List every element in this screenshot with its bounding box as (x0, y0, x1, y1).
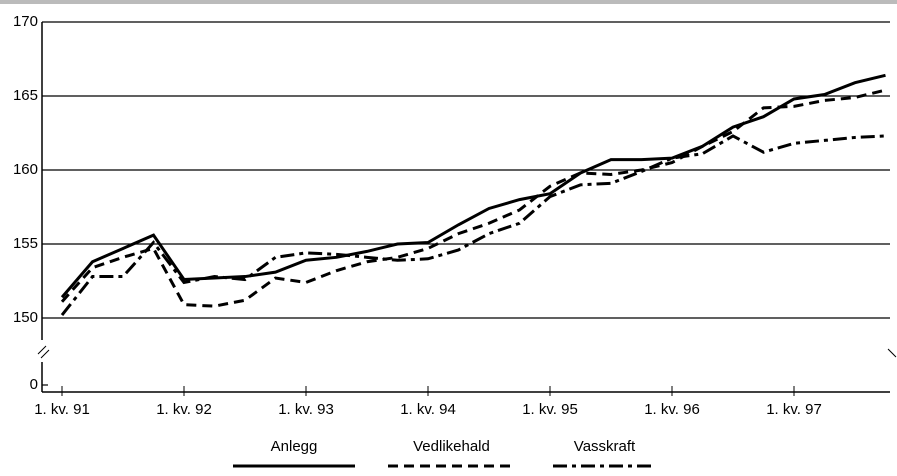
y-tick-label: 155 (13, 235, 38, 252)
data-line (60, 134, 886, 316)
x-tick-label: 1. kv. 91 (34, 401, 90, 418)
x-tick-label: 1. kv. 94 (400, 401, 456, 418)
axis-break (37, 345, 50, 359)
x-tick-label: 1. kv. 95 (522, 401, 578, 418)
y-tick-label: 150 (13, 309, 38, 326)
y-tick-label: 165 (13, 87, 38, 104)
legend-label: Anlegg (271, 438, 318, 455)
axis-break (887, 348, 897, 358)
x-tick-label: 1. kv. 92 (156, 401, 212, 418)
data-line (60, 88, 886, 308)
x-tick-label: 1. kv. 97 (766, 401, 822, 418)
top-border (0, 0, 897, 4)
y-tick-label: 170 (13, 13, 38, 30)
legend-label: Vasskraft (574, 438, 636, 455)
data-line (60, 73, 886, 299)
x-tick-label: 1. kv. 93 (278, 401, 334, 418)
y-tick-label: 0 (30, 376, 38, 393)
legend-label: Vedlikehald (413, 438, 490, 455)
y-tick-label: 160 (13, 161, 38, 178)
x-tick-label: 1. kv. 96 (644, 401, 700, 418)
